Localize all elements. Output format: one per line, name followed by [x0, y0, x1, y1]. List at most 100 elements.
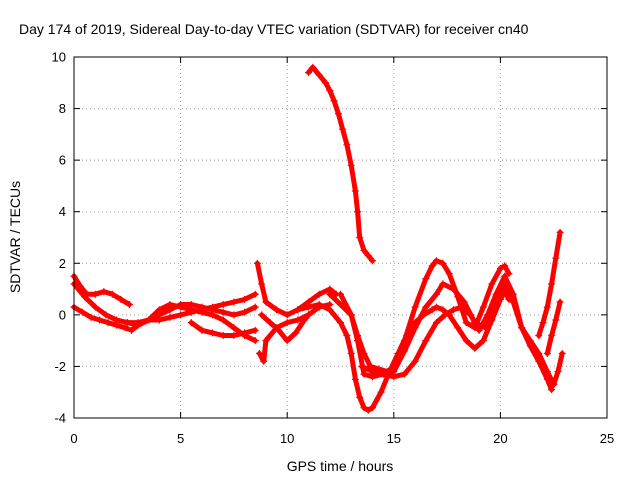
data-point-marker	[343, 331, 351, 339]
data-point-marker	[428, 262, 436, 270]
data-point-marker	[535, 357, 543, 365]
data-point-marker	[439, 259, 447, 267]
data-point-marker	[337, 319, 344, 327]
data-point-marker	[479, 337, 487, 345]
series-arc-6	[253, 259, 340, 319]
data-point-marker	[501, 262, 509, 270]
data-point-marker	[496, 264, 504, 272]
data-point-marker	[334, 110, 342, 118]
data-point-marker	[108, 290, 116, 298]
data-point-marker	[351, 375, 359, 383]
data-point-marker	[100, 288, 108, 296]
x-tick-label: 15	[387, 431, 401, 446]
data-point-marker	[209, 329, 217, 337]
data-point-marker	[305, 303, 313, 311]
series-trace	[71, 273, 132, 307]
data-point-marker	[439, 280, 447, 288]
data-point-marker	[219, 301, 227, 309]
data-point-marker	[462, 319, 470, 327]
data-point-marker	[125, 301, 133, 309]
data-point-marker	[439, 306, 447, 314]
data-point-marker	[326, 290, 334, 298]
series-trace	[359, 273, 555, 393]
y-tick-label: 2	[59, 256, 66, 271]
data-point-marker	[505, 270, 513, 278]
data-point-marker	[198, 326, 206, 334]
chart-title: Day 174 of 2019, Sidereal Day-to-day VTE…	[19, 21, 529, 37]
data-point-marker	[322, 79, 330, 87]
data-point-marker	[315, 71, 323, 79]
x-tick-label: 0	[70, 431, 77, 446]
y-tick-label: 10	[52, 50, 66, 65]
data-point-marker	[539, 319, 547, 327]
data-point-marker	[509, 290, 517, 298]
data-point-marker	[432, 319, 440, 327]
x-tick-label: 10	[280, 431, 294, 446]
data-point-marker	[339, 125, 347, 133]
data-point-marker	[467, 311, 475, 319]
data-point-marker	[411, 303, 419, 311]
data-point-marker	[552, 316, 560, 324]
data-point-marker	[113, 316, 121, 324]
data-point-marker	[177, 311, 185, 319]
series-arc-15	[543, 298, 564, 358]
data-point-marker	[102, 311, 110, 319]
data-point-marker	[377, 388, 385, 396]
data-point-marker	[535, 331, 543, 339]
series-arc-13	[358, 272, 556, 394]
data-point-marker	[347, 311, 355, 319]
data-point-marker	[479, 303, 487, 311]
data-point-marker	[219, 308, 227, 316]
data-point-marker	[262, 337, 270, 345]
data-point-marker	[305, 311, 313, 319]
data-point-marker	[315, 290, 323, 298]
data-point-marker	[230, 298, 238, 306]
series-trace	[544, 299, 563, 356]
data-point-marker	[364, 252, 372, 260]
data-point-marker	[556, 228, 564, 236]
data-point-marker	[128, 326, 136, 334]
data-point-marker	[411, 357, 419, 365]
data-point-marker	[241, 295, 249, 303]
data-point-marker	[91, 290, 99, 298]
data-point-marker	[309, 63, 317, 71]
tick-layer: 0 5 10 15 20 25 -4 -2 0 2 4 6 8 10	[52, 50, 615, 447]
data-point-marker	[155, 311, 163, 319]
y-tick-label: -2	[54, 359, 66, 374]
data-point-marker	[305, 68, 313, 76]
data-point-marker	[400, 370, 408, 378]
data-point-marker	[552, 254, 560, 262]
data-point-marker	[251, 290, 259, 298]
y-tick-label: -4	[54, 411, 66, 426]
data-point-marker	[292, 329, 300, 337]
data-point-marker	[548, 386, 556, 394]
data-point-marker	[241, 308, 249, 316]
data-point-marker	[219, 331, 227, 339]
data-point-marker	[96, 316, 104, 324]
data-point-marker	[518, 324, 526, 332]
data-point-marker	[166, 306, 174, 314]
series-arc-4	[123, 301, 259, 329]
data-point-marker	[432, 257, 440, 265]
y-tick-label: 6	[59, 153, 66, 168]
data-point-marker	[230, 324, 238, 332]
y-tick-label: 4	[59, 204, 66, 219]
data-point-marker	[241, 329, 249, 337]
data-point-marker	[294, 306, 302, 314]
data-point-marker	[134, 321, 142, 329]
y-tick-label: 0	[59, 307, 66, 322]
data-point-marker	[356, 393, 364, 401]
data-point-marker	[273, 306, 281, 314]
series-arc-14	[535, 228, 564, 339]
data-point-marker	[337, 301, 344, 309]
data-point-marker	[526, 342, 534, 350]
data-point-marker	[258, 280, 266, 288]
data-point-marker	[379, 370, 387, 378]
series-arc-8	[258, 311, 313, 345]
data-point-marker	[283, 319, 291, 327]
data-point-marker	[364, 406, 372, 414]
series-trace	[327, 258, 512, 375]
data-point-marker	[360, 404, 368, 412]
series-arc-16	[550, 350, 566, 388]
